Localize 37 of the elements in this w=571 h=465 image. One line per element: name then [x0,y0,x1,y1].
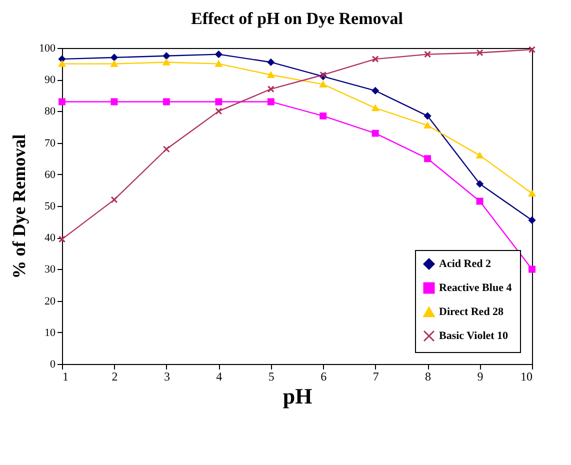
y-tick-label: 10 [44,326,56,339]
point [267,86,274,93]
chart-title: Effect of pH on Dye Removal [191,9,404,28]
x-tick-label: 5 [268,370,274,384]
point [215,108,222,115]
y-tick-label: 70 [44,137,56,150]
x-tick-label: 10 [520,370,532,384]
point [424,50,432,58]
legend-label: Basic Violet 10 [439,330,509,342]
y-tick-label: 50 [44,200,56,212]
point [528,46,536,54]
y-axis-title: % of Dye Removal [9,134,29,279]
x-tick-label: 2 [112,370,118,384]
x-tick-label: 7 [372,370,379,384]
x-tick-label: 1 [62,370,68,384]
legend-label: Reactive Blue 4 [439,282,512,294]
x-tick-label: 6 [320,370,327,384]
y-tick-label: 20 [44,295,56,308]
point [110,196,118,204]
x-tick-label: 4 [216,370,222,384]
point [162,146,170,153]
x-tick-label: 8 [425,370,432,384]
point [58,236,66,243]
x-tick-label: 3 [164,370,170,384]
y-tick-label: 30 [44,264,56,276]
legend-label: Direct Red 28 [439,306,504,318]
y-tick-label: 40 [44,232,56,244]
legend-label: Acid Red 2 [439,258,492,270]
y-tick-label: 100 [39,42,56,54]
point [372,56,379,63]
y-tick-label: 80 [44,106,56,118]
y-tick-label: 0 [50,358,56,370]
point [476,49,484,56]
x-tick-label: 9 [477,370,484,384]
y-tick-label: 60 [44,168,56,181]
y-tick-label: 90 [44,74,56,86]
x-axis-title: pH [282,384,312,408]
